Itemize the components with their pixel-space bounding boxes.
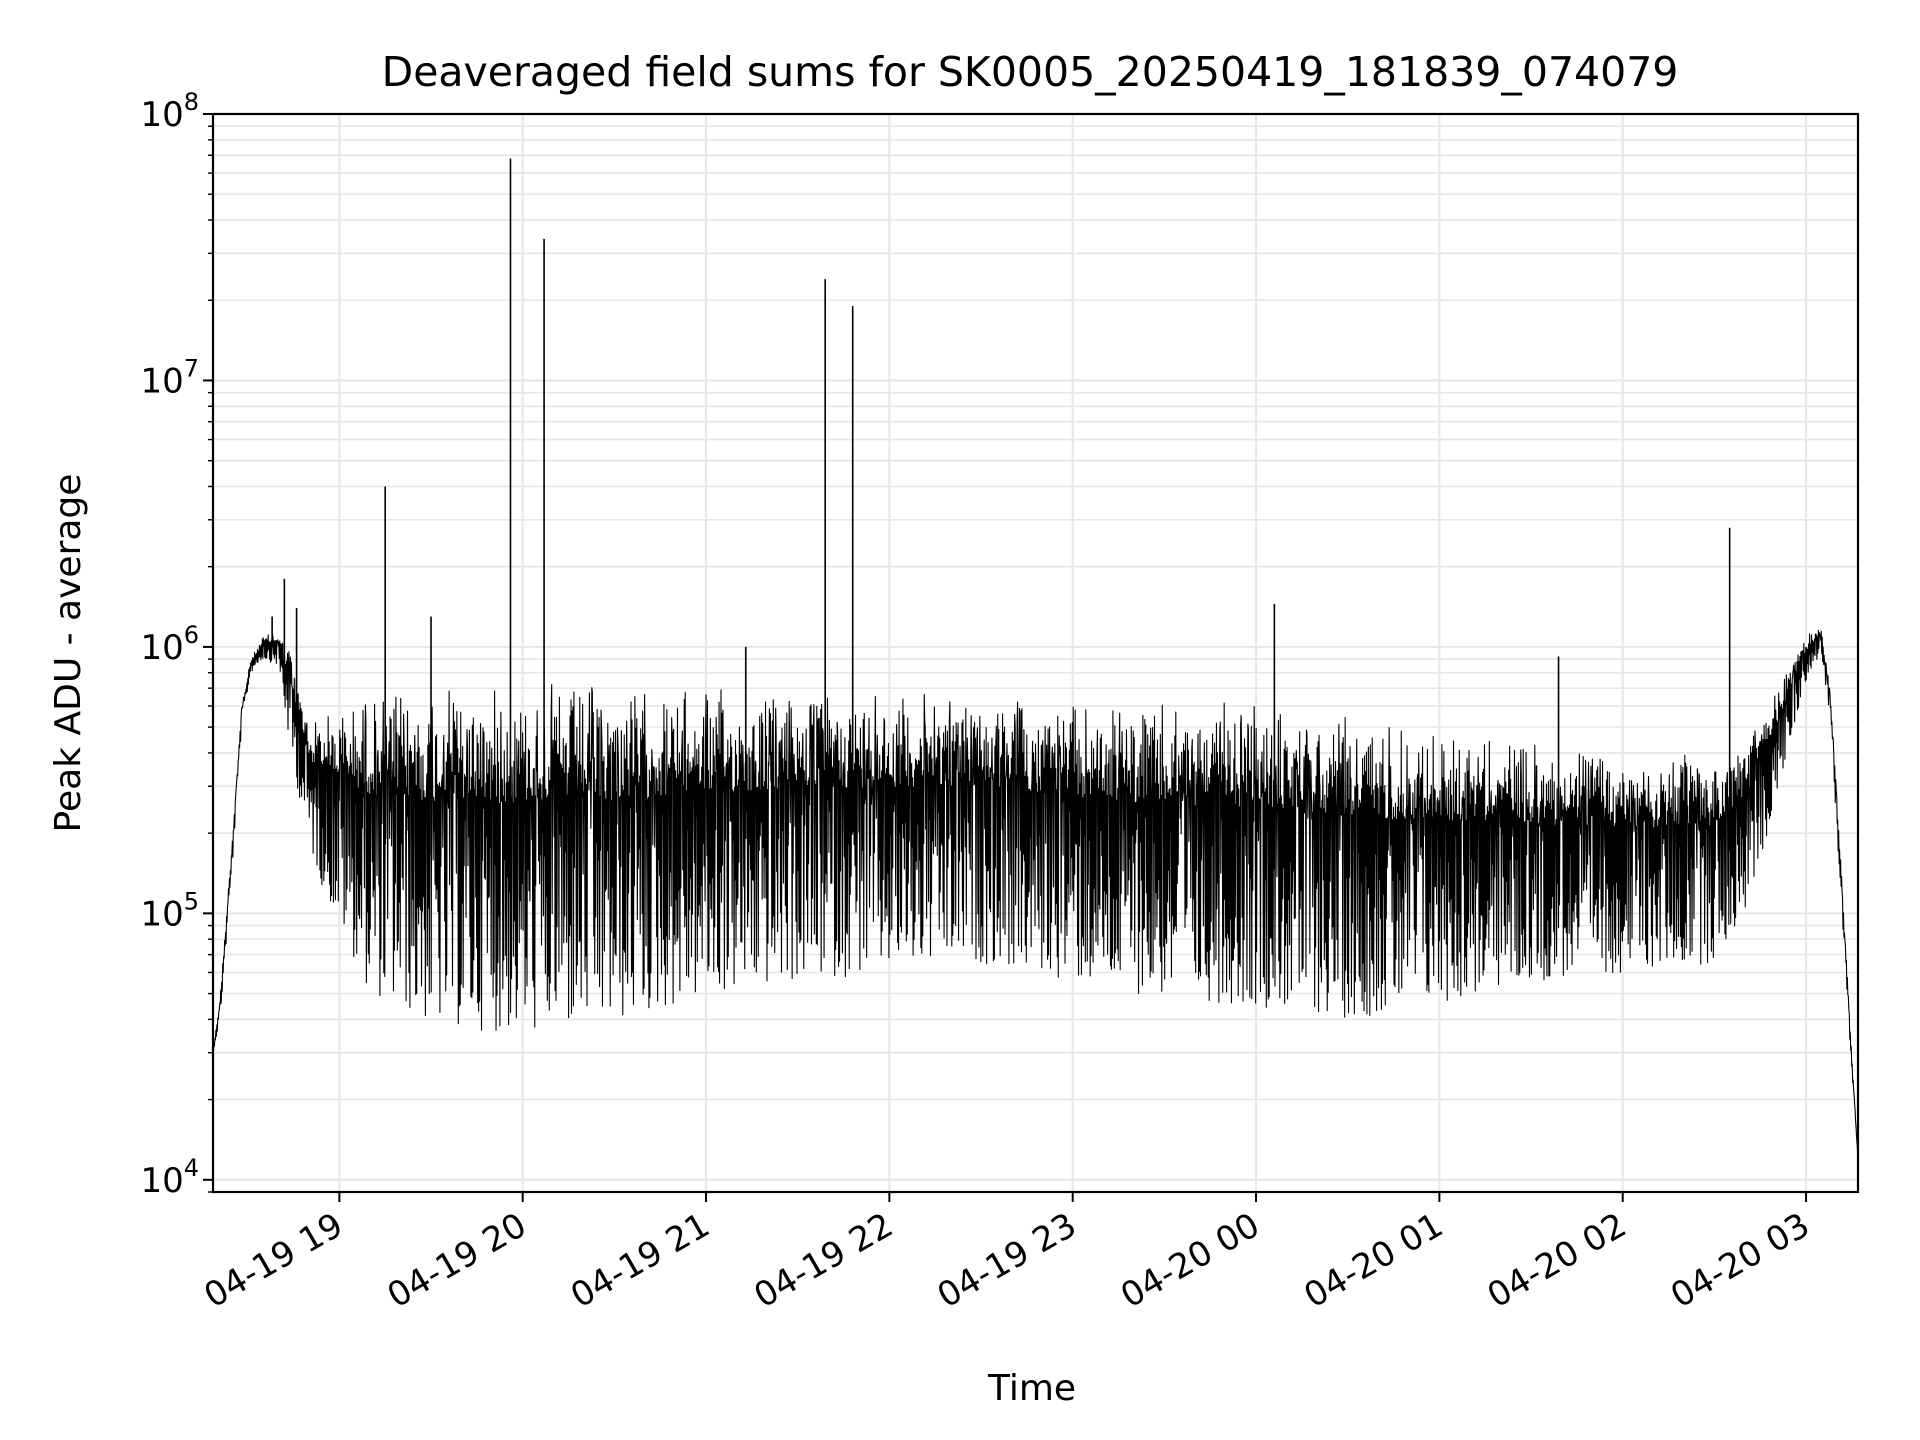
- plot-frame: [211, 112, 1860, 1194]
- y-tick-label: 106: [140, 621, 199, 668]
- x-axis-label: Time: [987, 1368, 1076, 1409]
- x-tick-label: 04-20 00: [1114, 1205, 1266, 1316]
- x-tick-label: 04-20 03: [1664, 1205, 1816, 1316]
- series-line: [212, 629, 1859, 1159]
- y-tick-label: 104: [140, 1154, 199, 1201]
- x-tick-label: 04-19 23: [931, 1205, 1083, 1316]
- y-tick-label-base: 10: [140, 95, 183, 135]
- y-tick-label-exponent: 6: [184, 621, 199, 649]
- grid: [213, 113, 1858, 1193]
- y-tick-label: 108: [140, 88, 199, 135]
- y-tick-label-base: 10: [140, 628, 183, 668]
- plot-area: [212, 158, 1859, 1159]
- x-tick-label: 04-19 19: [197, 1205, 349, 1316]
- ticks: 04-19 19 04-19 20 04-19 21 04-19 22 04-19 23…: [140, 88, 1816, 1316]
- y-tick-label-exponent: 4: [184, 1154, 199, 1182]
- y-tick-label-exponent: 8: [184, 88, 199, 116]
- x-tick-label: 04-19 20: [381, 1205, 533, 1316]
- chart-title: Deaveraged field sums for SK0005_2025041…: [382, 48, 1679, 96]
- y-tick-label: 105: [140, 887, 199, 934]
- x-tick-label: 04-19 21: [564, 1205, 716, 1316]
- y-tick-label-base: 10: [140, 1161, 183, 1201]
- y-tick-label-exponent: 7: [184, 354, 199, 382]
- y-tick-label: 107: [140, 354, 199, 401]
- x-tick-label: 04-20 01: [1297, 1205, 1449, 1316]
- y-axis-label: Peak ADU - average: [48, 474, 89, 833]
- x-tick-label: 04-19 22: [747, 1205, 899, 1316]
- y-tick-label-base: 10: [140, 894, 183, 934]
- y-tick-label-exponent: 5: [184, 887, 199, 915]
- x-tick-label: 04-20 02: [1481, 1205, 1633, 1316]
- y-tick-label-base: 10: [140, 361, 183, 401]
